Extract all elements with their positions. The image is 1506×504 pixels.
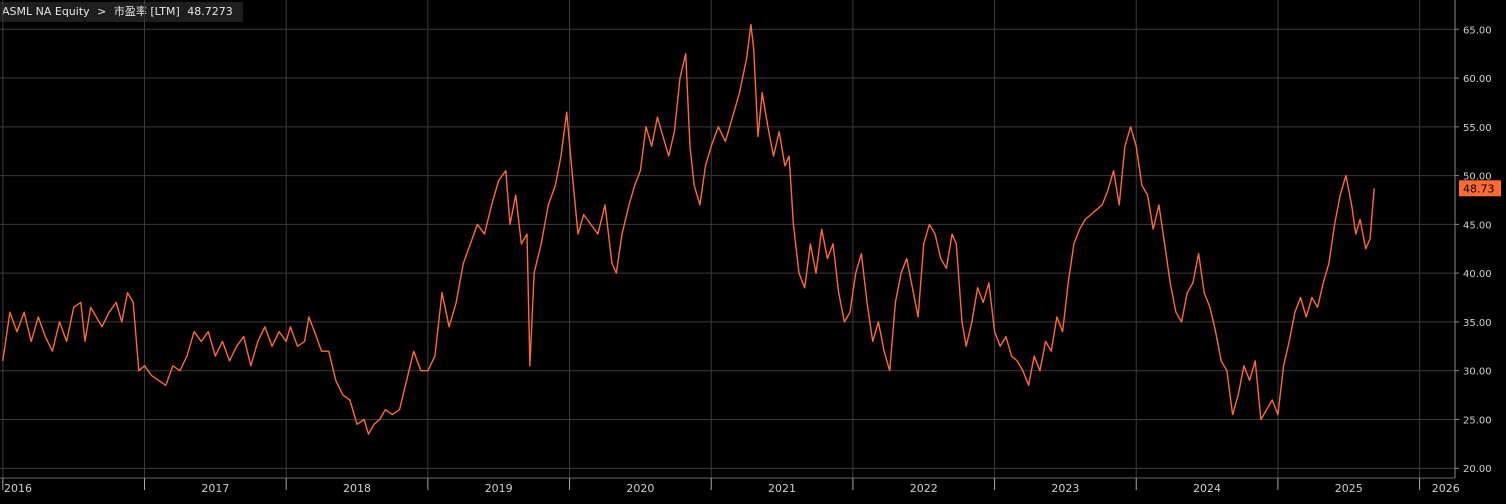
ticker-label[interactable]: ASML NA Equity — [2, 5, 90, 18]
x-axis: 2016 2017 2018 2019 2020 2021 2022 2023 2024 2025… — [0, 477, 1460, 495]
last-value-readout: 48.7273 — [187, 5, 233, 18]
x-tick-label: 2020 — [626, 482, 654, 495]
x-tick-label: 2019 — [485, 482, 513, 495]
last-value-badge — [1459, 180, 1501, 197]
breadcrumb-separator: > — [97, 5, 107, 18]
y-tick-label: 50.00 — [1463, 172, 1492, 183]
y-tick-label: 65.00 — [1463, 25, 1492, 36]
y-tick-label: 25.00 — [1463, 415, 1492, 426]
x-tick-label: 2024 — [1193, 482, 1221, 495]
field-label[interactable]: 市盈率 [LTM] — [113, 5, 180, 18]
chart-grid — [0, 0, 1455, 478]
x-tick-label: 2018 — [343, 482, 371, 495]
y-tick-label: 45.00 — [1463, 220, 1492, 231]
y-tick-label: 20.00 — [1463, 464, 1492, 475]
chart-title-bar: ASML NA Equity > 市盈率 [LTM] 48.7273 — [0, 2, 243, 22]
series-layer — [2, 23, 1375, 435]
x-tick-label: 2016 — [4, 482, 32, 495]
x-tick-label: 2026 — [1432, 482, 1460, 495]
x-tick-label: 2022 — [910, 482, 938, 495]
y-tick-label: 55.00 — [1463, 123, 1492, 134]
y-tick-label: 30.00 — [1463, 367, 1492, 378]
y-tick-label: 60.00 — [1463, 74, 1492, 85]
last-value-label: 48.73 — [1463, 182, 1495, 195]
y-tick-label: 35.00 — [1463, 318, 1492, 329]
x-tick-label: 2023 — [1051, 482, 1079, 495]
x-tick-label: 2021 — [768, 482, 796, 495]
x-tick-label: 2017 — [201, 482, 229, 495]
series-line — [2, 23, 1375, 435]
y-axis: 20.00 25.00 30.00 35.00 40.00 45.00 50.00 55.00… — [1454, 0, 1492, 478]
x-tick-label: 2025 — [1335, 482, 1363, 495]
last-value-marker: 48.73 — [1459, 180, 1501, 197]
y-tick-label: 40.00 — [1463, 269, 1492, 280]
